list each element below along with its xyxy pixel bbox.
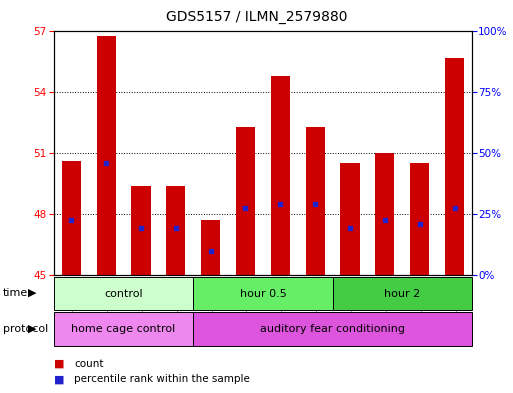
Bar (193, 312, 472, 346)
Bar (410, 163, 429, 275)
Bar (54, 312, 193, 346)
Bar (376, 153, 394, 275)
Bar (445, 58, 464, 275)
Text: hour 0.5: hour 0.5 (240, 289, 286, 299)
Text: GDS5157 / ILMN_2579880: GDS5157 / ILMN_2579880 (166, 10, 347, 24)
Text: hour 2: hour 2 (384, 289, 420, 299)
Text: ▶: ▶ (28, 288, 37, 298)
Text: percentile rank within the sample: percentile rank within the sample (74, 374, 250, 384)
Text: protocol: protocol (3, 324, 48, 334)
Bar (236, 127, 255, 275)
Bar (341, 163, 360, 275)
Bar (193, 277, 332, 310)
Bar (166, 186, 185, 275)
Text: time: time (3, 288, 28, 298)
Text: control: control (104, 289, 143, 299)
Text: auditory fear conditioning: auditory fear conditioning (260, 324, 405, 334)
Text: ■: ■ (54, 358, 64, 369)
Text: count: count (74, 358, 104, 369)
Bar (332, 277, 472, 310)
Bar (62, 162, 81, 275)
Text: home cage control: home cage control (71, 324, 175, 334)
Bar (54, 277, 193, 310)
Bar (271, 76, 290, 275)
Text: ■: ■ (54, 374, 64, 384)
Bar (96, 35, 116, 275)
Text: ▶: ▶ (28, 324, 37, 334)
Bar (201, 220, 220, 275)
Bar (306, 127, 325, 275)
Bar (131, 186, 150, 275)
